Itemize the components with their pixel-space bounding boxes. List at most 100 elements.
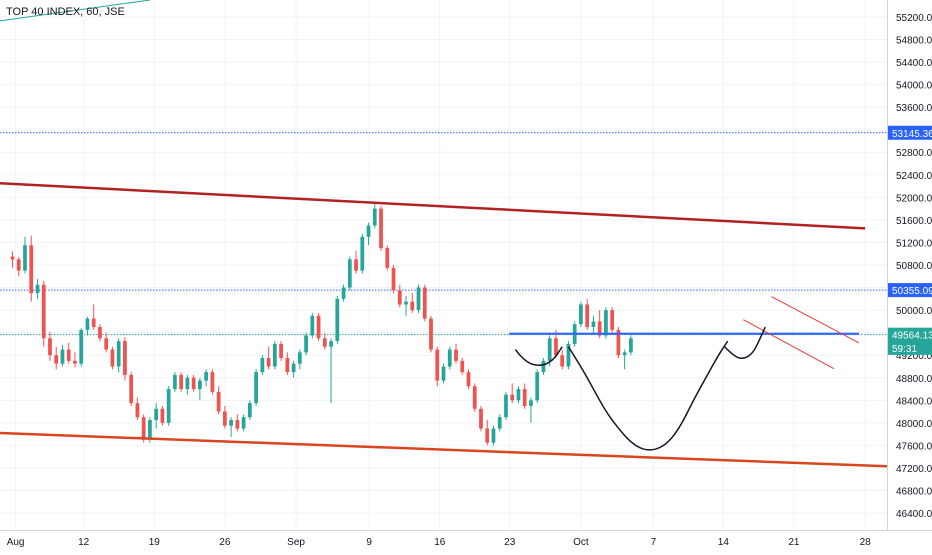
candle-body [266,358,271,367]
candle-body [141,417,146,440]
price-label-box [888,327,932,342]
candle-body [622,352,627,356]
time-tick-label: 9 [366,537,372,548]
candle-body [129,374,134,404]
price-tick-label: 46400.00 [896,509,932,520]
price-tick-label: 55200.00 [896,13,932,24]
candle-body [79,329,84,364]
price-label-box [888,340,932,355]
candle-body [191,377,196,390]
candle-body [372,208,377,226]
candle-body [591,321,596,328]
candle-body [229,420,233,426]
curve-cup[interactable] [567,340,729,451]
candle-body [516,389,521,401]
candle-body [466,372,471,387]
candle-body [247,403,252,418]
candle-body [485,428,490,443]
candle-body [66,349,71,361]
candle-body [535,372,540,401]
price-tick-label: 54400.00 [896,58,932,69]
candle-body [566,343,571,367]
price-label-text: 50355.09 [892,286,932,297]
candle-body [198,380,202,390]
candle-body [235,420,240,429]
candle-body [379,208,383,249]
price-tick-label: 54000.00 [896,81,932,92]
time-tick-label: 12 [78,537,90,548]
candle-body [510,394,515,401]
candle-body [110,349,115,367]
candle-body [604,310,608,336]
candle-body [522,389,527,406]
candle-body [135,403,140,418]
price-tick-label: 49200.00 [896,351,932,362]
trendline-upper-channel[interactable] [0,181,866,230]
candle-body [116,341,121,367]
candle-body [16,259,21,271]
price-tick-label: 46800.00 [896,487,932,498]
candle-body [410,301,415,311]
candle-body [123,341,127,375]
price-label-box [888,125,932,140]
trendline-flag-top[interactable] [771,296,860,344]
price-tick-label: 48400.00 [896,396,932,407]
candle-body [185,377,190,390]
time-tick-label: 16 [434,537,446,548]
time-tick-label: 7 [651,537,657,548]
candle-body [272,343,277,367]
candle-body [54,355,59,364]
candle-body [98,327,102,339]
curve-right-shoulder[interactable] [724,326,766,359]
candle-body [629,338,633,353]
candle-body [29,245,34,294]
candle-body [316,315,321,339]
candle-body [347,259,352,288]
candle-body [429,318,433,350]
price-tick-label: 50800.00 [896,261,932,272]
candle-body [260,358,265,373]
price-tick-label: 50000.00 [896,306,932,317]
time-tick-label: Aug [7,537,25,548]
price-tick-label: 48000.00 [896,419,932,430]
candle-body [354,259,358,271]
candle-body [310,315,315,336]
candle-body [279,343,283,359]
candle-body [341,287,346,299]
trendline-flag-bottom[interactable] [743,319,835,370]
candle-body [541,360,546,373]
candle-body [222,411,227,426]
candle-body [297,352,302,364]
candle-body [210,372,215,392]
candle-body [404,301,408,305]
time-tick-label: 21 [788,537,800,548]
candle-body [254,372,258,404]
candle-body [560,355,565,367]
candle-body [441,366,446,381]
candle-body [160,408,165,423]
candle-body [491,428,496,443]
time-tick-label: 28 [860,537,872,548]
candle-body [104,338,109,350]
candle-body [166,389,171,423]
candle-body [23,245,27,271]
trendline-lower-channel[interactable] [0,431,888,468]
price-tick-label: 52800.00 [896,148,932,159]
candle-body [385,248,390,268]
candle-body [322,338,327,347]
trendline-top-left-line[interactable] [0,0,150,22]
curve-left-shoulder[interactable] [514,346,563,366]
candle-body [291,363,296,373]
candle-body [285,358,290,373]
candle-body [10,256,15,260]
candle-body [204,372,209,381]
price-tick-label: 51200.00 [896,238,932,249]
price-label-box [888,283,932,298]
time-tick-label: 14 [718,537,730,548]
price-tick-label: 47600.00 [896,441,932,452]
candle-body [335,298,340,342]
candle-body [585,304,590,328]
candle-body [397,290,402,305]
